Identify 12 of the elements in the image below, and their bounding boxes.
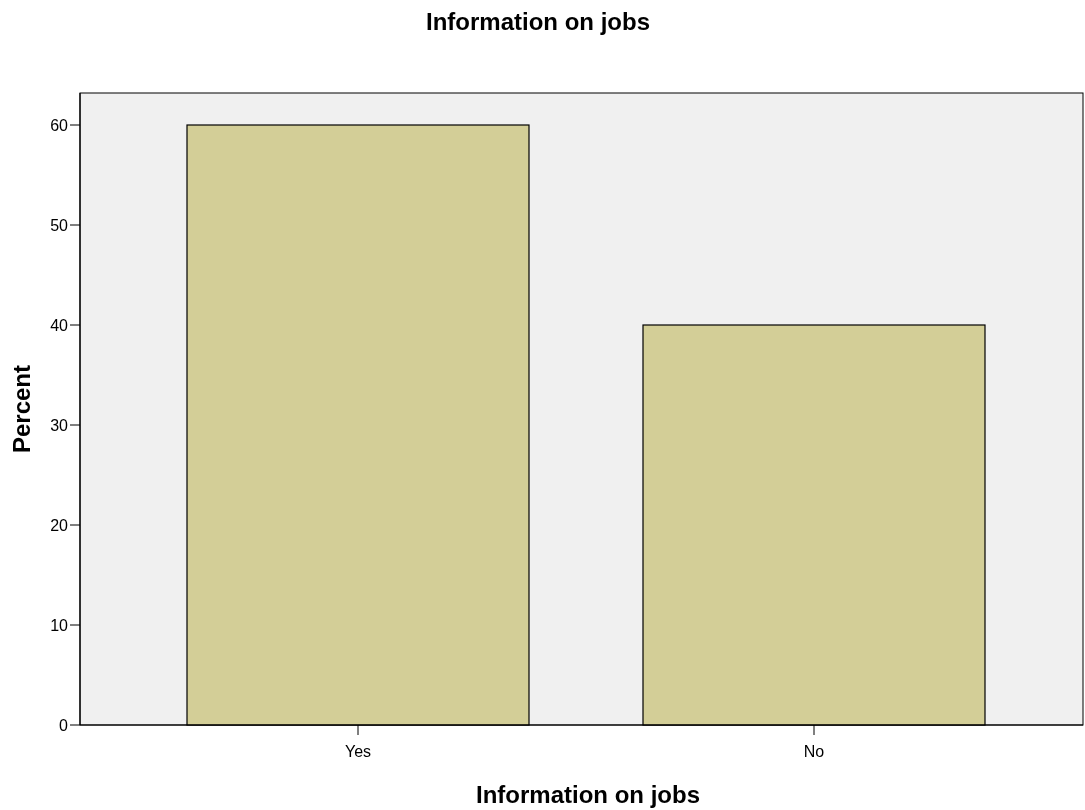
x-axis-title: Information on jobs [476, 781, 700, 808]
y-axis-title: Percent [8, 364, 35, 454]
y-tick-label: 50 [50, 216, 69, 234]
y-tick-label: 0 [59, 716, 69, 734]
y-tick-label: 10 [50, 616, 69, 634]
y-tick-label: 30 [50, 416, 69, 434]
x-tick-label: No [803, 743, 825, 760]
y-tick-label: 60 [50, 116, 69, 134]
y-tick-label: 20 [50, 516, 69, 534]
chart-title: Information on jobs [426, 8, 650, 35]
x-tick-label: Yes [344, 743, 372, 760]
y-tick-label: 40 [50, 316, 69, 334]
